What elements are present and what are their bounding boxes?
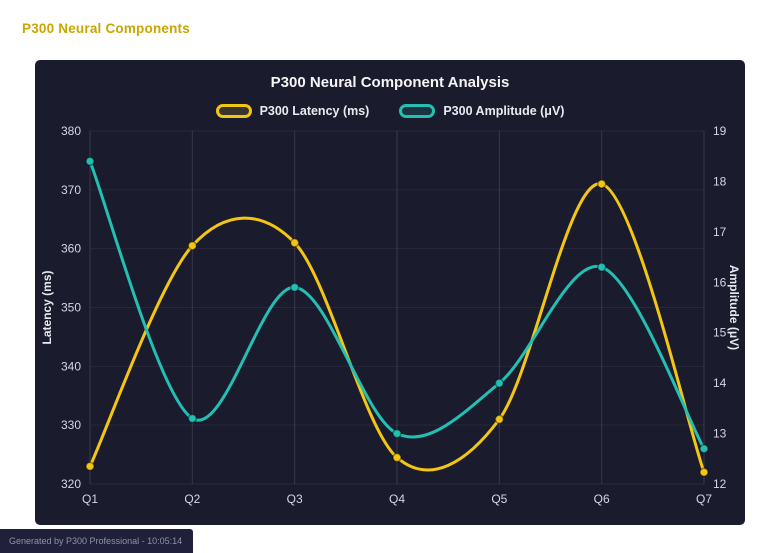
- right-axis-tick: 15: [713, 326, 727, 340]
- data-point[interactable]: [596, 262, 607, 272]
- left-axis-title: Latency (ms): [40, 270, 54, 344]
- data-point[interactable]: [699, 443, 709, 454]
- left-axis-tick: 380: [61, 124, 81, 138]
- left-axis-tick: 360: [61, 242, 81, 256]
- right-axis-tick: 18: [713, 174, 727, 188]
- legend-label: P300 Latency (ms): [259, 104, 370, 118]
- x-axis-tick: Q2: [184, 492, 200, 506]
- data-point[interactable]: [392, 452, 402, 463]
- data-point[interactable]: [187, 240, 198, 251]
- left-axis-tick: 320: [61, 477, 81, 491]
- legend-label: P300 Amplitude (μV): [443, 104, 565, 118]
- x-axis-tick: Q3: [287, 492, 303, 506]
- data-point[interactable]: [596, 179, 607, 189]
- right-axis-tick: 19: [713, 124, 727, 138]
- data-point[interactable]: [392, 428, 402, 439]
- legend-item[interactable]: P300 Amplitude (μV): [399, 104, 564, 118]
- chart-panel: P300 Neural Component Analysis P300 Late…: [35, 60, 745, 525]
- x-axis-tick: Q6: [594, 492, 610, 506]
- x-axis-tick: Q1: [82, 492, 98, 506]
- legend-item[interactable]: P300 Latency (ms): [215, 104, 370, 118]
- data-point[interactable]: [494, 378, 505, 388]
- data-point[interactable]: [187, 413, 198, 424]
- x-axis-tick: Q4: [389, 492, 405, 506]
- left-axis-tick: 330: [61, 418, 81, 432]
- right-axis-tick: 13: [713, 427, 727, 441]
- data-point[interactable]: [289, 238, 300, 248]
- data-point[interactable]: [699, 467, 709, 477]
- right-axis-tick: 14: [713, 376, 727, 390]
- data-point[interactable]: [85, 156, 95, 167]
- chart-legend: P300 Latency (ms) P300 Amplitude (μV): [35, 104, 745, 118]
- data-point[interactable]: [494, 414, 505, 425]
- right-axis-title: Amplitude (μV): [727, 265, 741, 350]
- legend-swatch: [399, 104, 436, 118]
- chart-title: P300 Neural Component Analysis: [270, 74, 510, 91]
- footer-note: Generated by P300 Professional - 10:05:1…: [0, 529, 194, 553]
- right-axis-tick: 12: [713, 477, 727, 491]
- left-axis-tick: 340: [61, 359, 81, 373]
- chart-canvas[interactable]: 320 330 340 350 360 370 380 12 13 14 15 16 17 18 19 Q1 Q…: [35, 60, 745, 525]
- page-title: P300 Neural Components: [22, 21, 190, 36]
- left-axis-tick: 350: [61, 301, 81, 315]
- data-point[interactable]: [85, 461, 95, 472]
- right-axis-tick: 16: [713, 275, 727, 289]
- x-axis-tick: Q5: [491, 492, 507, 506]
- left-axis-tick: 370: [61, 183, 81, 197]
- legend-swatch: [215, 104, 252, 118]
- right-axis-tick: 17: [713, 225, 727, 239]
- data-point[interactable]: [289, 282, 300, 293]
- x-axis-tick: Q7: [696, 492, 712, 506]
